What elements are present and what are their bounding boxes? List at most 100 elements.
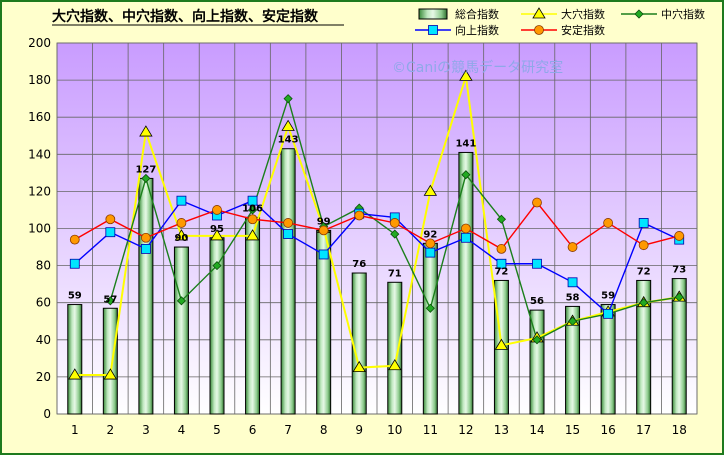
legend-label: 向上指数: [455, 23, 499, 37]
bar-4: [173, 246, 189, 415]
bar-2: [102, 307, 118, 415]
marker-s1-1: [68, 368, 82, 380]
grid-lines: [56, 42, 698, 415]
watermark: ©Caniの競馬データ研究室: [392, 59, 563, 76]
marker-s1-7: [281, 119, 295, 131]
y-tick-label: 200: [28, 36, 51, 50]
marker-s3-14: [532, 258, 542, 269]
marker-s4-11: [425, 238, 436, 249]
legend-marker: [534, 25, 544, 35]
marker-s1-9: [352, 360, 366, 373]
x-tick-label: 5: [213, 423, 221, 437]
y-tick-label: 140: [28, 147, 51, 161]
marker-s4-9: [354, 210, 365, 221]
marker-s4-12: [460, 223, 471, 234]
legend-marker: [634, 9, 644, 19]
bar-value-label: 127: [135, 164, 156, 175]
x-tick-label: 3: [142, 423, 150, 437]
bar-9: [351, 272, 367, 415]
x-tick-label: 4: [178, 423, 186, 437]
data-labels-layer: 59 57 127 90 95 106 143 99 76 71 92 141 72 56 58 59 72 73: [68, 135, 686, 307]
marker-s3-2: [105, 227, 116, 238]
x-tick-label: 1: [71, 423, 79, 437]
bar-1: [67, 304, 83, 415]
x-tick-label: 7: [284, 423, 292, 437]
marker-s4-10: [389, 218, 400, 228]
marker-s1-2: [103, 368, 118, 380]
y-tick-label: 180: [28, 73, 51, 87]
y-tick-label: 160: [28, 110, 51, 124]
bar-value-label: 92: [423, 229, 437, 240]
x-tick-label: 15: [565, 423, 580, 437]
x-tick-label: 16: [600, 423, 615, 437]
legend-label: 大穴指数: [561, 7, 605, 21]
bar-value-label: 99: [317, 216, 331, 227]
x-tick-label: 17: [636, 423, 651, 437]
marker-s4-4: [176, 218, 187, 228]
marker-s3-13: [496, 258, 507, 269]
marker-s2-7: [283, 94, 293, 104]
marker-s4-13: [496, 244, 507, 254]
marker-s4-14: [532, 197, 542, 208]
marker-s1-12: [459, 69, 473, 81]
bar-value-label: 59: [601, 291, 615, 302]
x-tick-label: 9: [355, 423, 363, 437]
marker-s2-6: [247, 205, 258, 215]
marker-s4-1: [69, 234, 80, 245]
marker-s4-18: [674, 231, 685, 241]
marker-s4-7: [283, 218, 294, 228]
x-tick-label: 6: [249, 423, 257, 437]
bar-value-label: 71: [388, 268, 402, 279]
bar-7: [280, 148, 296, 415]
marker-s4-2: [105, 214, 116, 225]
marker-s1-11: [423, 184, 438, 196]
bar-6: [245, 216, 261, 415]
bar-value-label: 143: [278, 135, 299, 146]
marker-s4-15: [567, 242, 578, 252]
marker-s1-4: [174, 229, 189, 241]
legend-label: 総合指数: [455, 7, 499, 21]
markers-layer: [68, 69, 686, 380]
marker-s3-12: [460, 232, 471, 243]
marker-s1-10: [388, 358, 402, 371]
marker-s4-5: [212, 205, 222, 215]
x-tick-label: 11: [423, 423, 438, 437]
legend-label: 安定指数: [561, 23, 605, 37]
x-tick-label: 10: [387, 423, 402, 437]
bar-11: [422, 242, 438, 415]
bar-14: [529, 309, 545, 415]
bar-16: [600, 304, 616, 415]
y-tick-label: 100: [28, 222, 51, 236]
marker-s2-5: [212, 261, 222, 271]
bars-layer: [67, 148, 687, 415]
x-tick-label: 12: [458, 423, 473, 437]
y-tick-label: 20: [36, 370, 51, 384]
bar-17: [636, 279, 652, 415]
bar-value-label: 76: [352, 259, 366, 270]
x-tick-label: 14: [529, 423, 544, 437]
marker-s1-6: [245, 229, 260, 241]
marker-s3-16: [603, 308, 614, 319]
bar-18: [671, 278, 687, 415]
x-tick-label: 8: [320, 423, 328, 437]
bar-value-label: 72: [637, 266, 651, 277]
x-tick-label: 13: [494, 423, 509, 437]
marker-s2-2: [105, 296, 115, 306]
marker-s2-12: [461, 170, 471, 180]
marker-s3-4: [176, 195, 187, 206]
y-tick-label: 120: [28, 184, 51, 198]
y-tick-label: 0: [43, 407, 51, 421]
y-tick-label: 40: [36, 333, 51, 347]
bar-value-label: 73: [672, 265, 686, 276]
legend-box: [409, 4, 709, 40]
marker-s4-8: [318, 225, 329, 236]
marker-s4-6: [247, 214, 258, 225]
legend-label: 中穴指数: [661, 7, 705, 21]
series-line-4: [74, 201, 680, 250]
marker-s1-5: [210, 229, 224, 241]
bar-value-label: 106: [242, 203, 263, 214]
marker-s3-15: [567, 277, 578, 288]
marker-s2-10: [390, 229, 400, 239]
